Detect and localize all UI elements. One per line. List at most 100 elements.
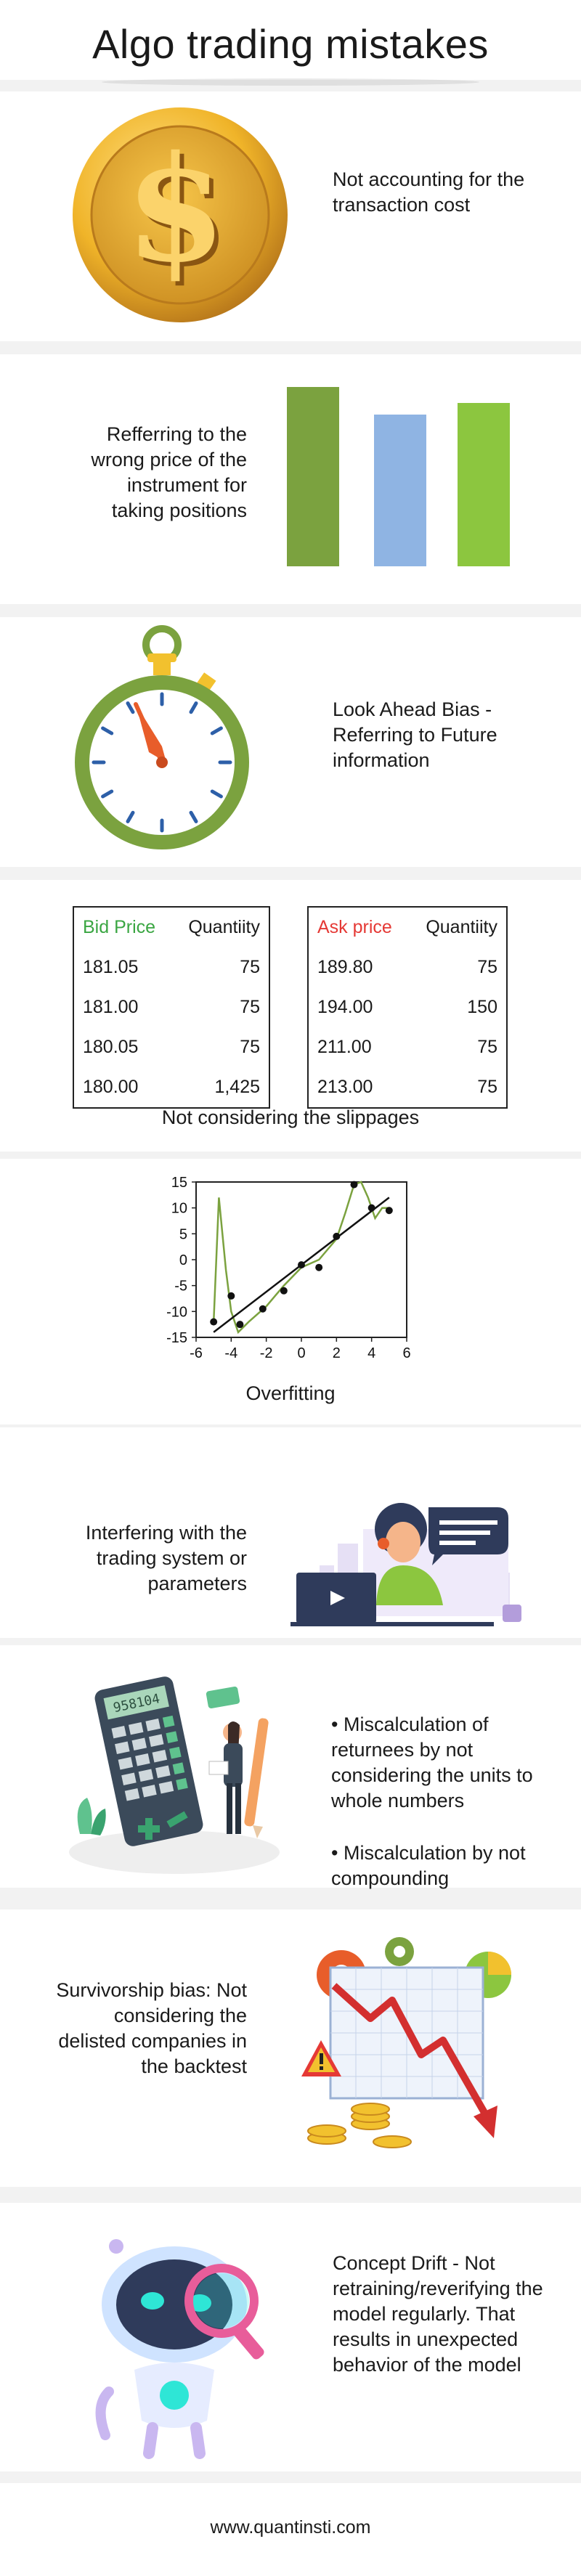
x-tick-label: 6: [402, 1345, 410, 1361]
x-tick-label: 4: [367, 1345, 375, 1361]
support-agent-illustration: [290, 1503, 521, 1626]
section-overfitting: -6 -4 -2 0 2 4 6 15 10 5 0 -5 -10 -15 Overfitting: [0, 1159, 581, 1424]
y-tick-label: -15: [166, 1330, 187, 1346]
bid-table: Bid Price Quantiity 181.05 75 181.00 75 180…: [73, 906, 270, 1109]
page-title: Algo trading mistakes: [92, 21, 489, 67]
bar-1: [287, 387, 339, 566]
look-ahead-text: Look Ahead Bias - Referring to Future in…: [333, 698, 497, 771]
data-point: [236, 1321, 244, 1329]
y-tick-label: -5: [174, 1279, 187, 1295]
bullet-compounding: • Miscalculation by not compounding: [331, 1842, 526, 1889]
ask-price-cell: 211.00: [317, 1037, 372, 1057]
table-row: 213.00 75: [309, 1067, 506, 1107]
section-look-ahead: Look Ahead Bias - Referring to Future in…: [0, 617, 581, 867]
overfitting-caption: Overfitting: [245, 1382, 336, 1404]
footer: www.quantinsti.com: [0, 2483, 581, 2576]
data-point: [280, 1287, 288, 1295]
section-interfering: Interfering with the trading system or p…: [0, 1427, 581, 1638]
section-wrong-price: Refferring to the wrong price of the ins…: [0, 354, 581, 604]
stopwatch-tick: [126, 810, 135, 823]
ask-header-row: Ask price Quantiity: [309, 908, 506, 947]
stopwatch-tick: [189, 810, 198, 823]
table-row: 189.80 75: [309, 947, 506, 987]
ask-qty-cell: 75: [477, 1037, 497, 1057]
ask-qty-cell: 75: [477, 1077, 497, 1097]
calculator-illustration: 958104: [69, 1676, 280, 1874]
bid-header-row: Bid Price Quantiity: [74, 908, 269, 947]
bar-chart-icon: [287, 387, 510, 566]
table-row: 181.00 75: [74, 987, 269, 1027]
ask-qty-cell: 150: [467, 997, 497, 1017]
bid-price-cell: 180.05: [83, 1037, 139, 1057]
transaction-cost-text: Not accounting for the transaction cost: [333, 168, 525, 216]
chart-frame: [195, 1181, 407, 1338]
footer-url[interactable]: www.quantinsti.com: [210, 2517, 371, 2538]
overfitting-chart: -6 -4 -2 0 2 4 6 15 10 5 0 -5 -10 -15: [166, 1175, 410, 1361]
bid-price-cell: 180.00: [83, 1077, 139, 1097]
stopwatch-tick: [101, 789, 114, 799]
bid-price-cell: 181.00: [83, 997, 139, 1017]
table-row: 181.05 75: [74, 947, 269, 987]
x-tick-label: 2: [333, 1345, 341, 1361]
stopwatch-icon: [75, 625, 249, 849]
data-point: [333, 1232, 341, 1240]
ask-qty-cell: 75: [477, 957, 497, 977]
ask-price-cell: 213.00: [317, 1077, 373, 1097]
data-point: [259, 1305, 267, 1313]
robot-magnifier-illustration: [95, 2239, 264, 2459]
dollar-coin-icon: $ $: [73, 107, 288, 322]
bid-qty-cell: 75: [240, 957, 260, 977]
bid-price-cell: 181.05: [83, 957, 139, 977]
bid-qty-header: Quantiity: [188, 917, 260, 937]
header: Algo trading mistakes: [0, 0, 581, 86]
bid-qty-cell: 75: [240, 1037, 260, 1057]
data-point: [315, 1263, 323, 1271]
stopwatch-tick: [210, 789, 223, 799]
data-point: [367, 1204, 375, 1212]
stopwatch-tick: [126, 701, 135, 714]
y-tick-label: 10: [171, 1201, 187, 1217]
ask-qty-header: Quantiity: [426, 917, 497, 937]
table-row: 180.00 1,425: [74, 1067, 269, 1107]
bid-qty-cell: 1,425: [214, 1077, 260, 1097]
x-tick-label: 0: [297, 1345, 305, 1361]
ask-price-header: Ask price: [317, 917, 392, 937]
data-point: [227, 1292, 235, 1300]
section-survivorship: Survivorship bias: Not considering the d…: [0, 1909, 581, 2187]
interfering-text: Interfering with the trading system or p…: [85, 1522, 247, 1594]
y-tick-label: 5: [179, 1226, 187, 1242]
slippage-caption: Not considering the slippages: [161, 1106, 420, 1128]
bar-3: [458, 403, 510, 566]
table-row: 194.00 150: [309, 987, 506, 1027]
section-transaction-cost: $ $ Not accounting for the transaction c…: [0, 91, 581, 341]
falling-chart-warning-illustration: [301, 1937, 511, 2148]
y-tick-label: -10: [166, 1304, 187, 1320]
x-tick-label: -2: [260, 1345, 273, 1361]
bid-qty-cell: 75: [240, 997, 260, 1017]
stopwatch-tick: [210, 726, 223, 735]
section-miscalculation: 958104 • Miscalculation of returnees by …: [0, 1645, 581, 1889]
miscalculation-bullets: • Miscalculation of returnees by not con…: [331, 1712, 564, 1918]
bar-2: [374, 415, 426, 566]
y-tick-label: 15: [171, 1175, 187, 1191]
title-shadow: [102, 78, 479, 86]
section-concept-drift: Concept Drift - Not retraining/reverifyi…: [0, 2203, 581, 2471]
table-row: 211.00 75: [309, 1027, 506, 1067]
data-point: [298, 1261, 305, 1269]
svg-text:$: $: [125, 124, 226, 295]
wrong-price-text: Refferring to the wrong price of the ins…: [91, 423, 247, 521]
bid-price-header: Bid Price: [83, 917, 156, 937]
overfit-curve: [212, 1181, 389, 1334]
stopwatch-tick: [189, 701, 198, 714]
x-tick-label: -4: [224, 1345, 237, 1361]
data-point: [210, 1318, 218, 1326]
bullet-units: • Miscalculation of returnees by not con…: [331, 1713, 533, 1811]
data-point: [350, 1181, 358, 1189]
ask-table: Ask price Quantiity 189.80 75 194.00 150 21…: [307, 906, 508, 1109]
svg-text:$: $: [129, 129, 230, 299]
stopwatch-tick: [101, 726, 114, 735]
concept-drift-text: Concept Drift - Not retraining/reverifyi…: [333, 2252, 543, 2376]
ask-price-cell: 189.80: [317, 957, 373, 977]
table-row: 180.05 75: [74, 1027, 269, 1067]
section-slippage: Bid Price Quantiity 181.05 75 181.00 75 180…: [0, 880, 581, 1152]
